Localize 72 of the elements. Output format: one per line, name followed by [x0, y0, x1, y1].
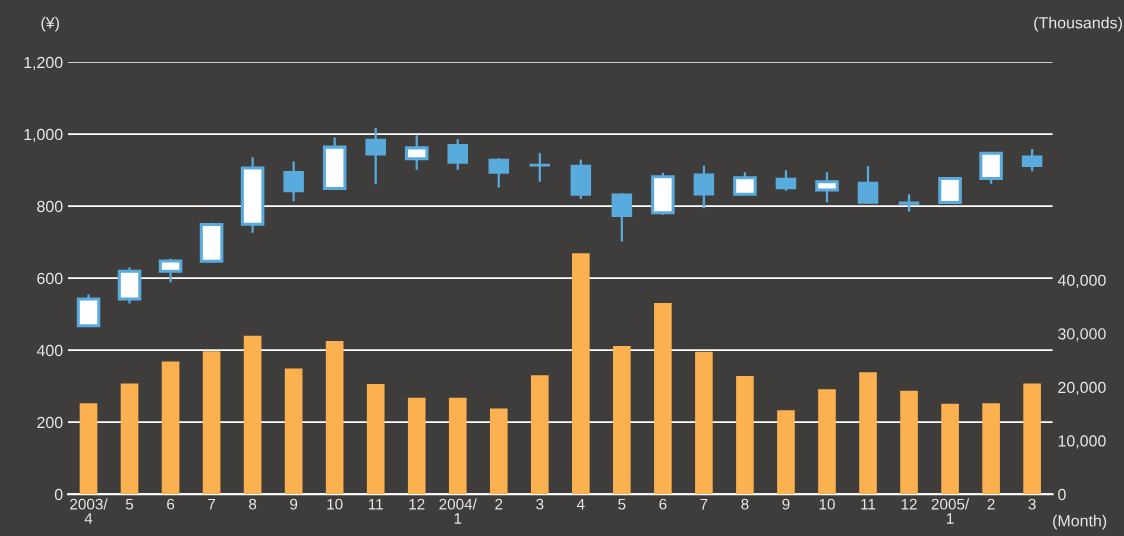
candlestick — [1021, 147, 1043, 173]
candlestick — [775, 169, 797, 192]
x-tick-label: 3 — [536, 498, 544, 510]
y-tick-label: 400 — [36, 344, 63, 357]
x-tick-label: 9 — [782, 498, 790, 510]
candlestick — [488, 156, 510, 189]
bar — [777, 410, 795, 495]
x-tick-label: 7 — [208, 498, 216, 510]
x-tick-label: 8 — [249, 498, 257, 510]
x-tick-label: 2005/ 1 — [931, 498, 970, 524]
x-tick-label: 11 — [368, 498, 383, 510]
bar — [243, 335, 262, 495]
candlestick — [693, 164, 715, 210]
x-tick-label: 5 — [125, 498, 134, 510]
bar — [941, 403, 959, 495]
x-tick-label: 10 — [819, 498, 835, 510]
bar — [859, 372, 877, 495]
bar — [202, 351, 221, 495]
x-tick-label: 3 — [1028, 498, 1036, 510]
bar — [120, 383, 139, 495]
y-tick-label: 1,200 — [24, 56, 63, 71]
y-tick-label: 600 — [37, 272, 63, 285]
candlestick — [611, 192, 633, 243]
bar — [736, 375, 754, 495]
x-tick-label: 2 — [987, 498, 995, 510]
bar — [161, 361, 180, 495]
bar — [407, 397, 426, 495]
x-tick-label: 9 — [290, 498, 298, 510]
bar — [448, 397, 467, 495]
x-tick-label: 2004/ 1 — [439, 498, 477, 524]
y2-tick-label: 10,000 — [1058, 435, 1106, 449]
candlestick — [447, 138, 469, 171]
y2-tick-label: 30,000 — [1058, 328, 1106, 342]
bar — [654, 303, 672, 495]
bar — [325, 341, 344, 495]
x-tick-label: 5 — [618, 498, 626, 510]
bar — [982, 403, 1000, 495]
bar — [530, 375, 549, 495]
y-tick-label: 1,000 — [24, 128, 63, 143]
y2-tick-label: 0 — [1058, 488, 1066, 501]
candlestick — [815, 171, 839, 204]
candlestick — [857, 165, 879, 205]
x-axis-title: (Month) — [1053, 514, 1107, 530]
bar — [79, 403, 98, 495]
x-tick-label: 11 — [861, 498, 876, 510]
x-tick-label: 12 — [901, 498, 917, 510]
y-tick-label: 200 — [37, 416, 63, 429]
bar — [695, 351, 713, 495]
x-tick-label: 6 — [659, 498, 667, 510]
y2-axis-title: (Thousands) — [1034, 16, 1122, 32]
x-tick-label: 4 — [576, 498, 585, 510]
x-tick-label: 7 — [700, 498, 708, 510]
x-tick-label: 6 — [167, 498, 175, 510]
y-axis-title: (¥) — [41, 16, 59, 32]
bar — [818, 389, 836, 495]
y2-tick-label: 40,000 — [1057, 274, 1106, 288]
x-tick-label: 12 — [409, 498, 425, 510]
bar — [284, 368, 303, 495]
bar — [366, 383, 385, 495]
y2-tick-label: 20,000 — [1058, 381, 1106, 395]
x-tick-label: 2 — [495, 498, 503, 510]
y-tick-label: 0 — [54, 488, 63, 501]
bar — [489, 408, 508, 495]
x-tick-label: 2003/ 4 — [70, 498, 108, 524]
y-tick-label: 800 — [37, 200, 63, 213]
bar — [1023, 383, 1041, 495]
bar — [613, 345, 631, 495]
bar — [900, 390, 918, 495]
candlestick — [733, 171, 757, 196]
x-tick-label: 8 — [741, 498, 749, 510]
bar — [572, 253, 590, 495]
x-tick-label: 10 — [327, 498, 343, 510]
